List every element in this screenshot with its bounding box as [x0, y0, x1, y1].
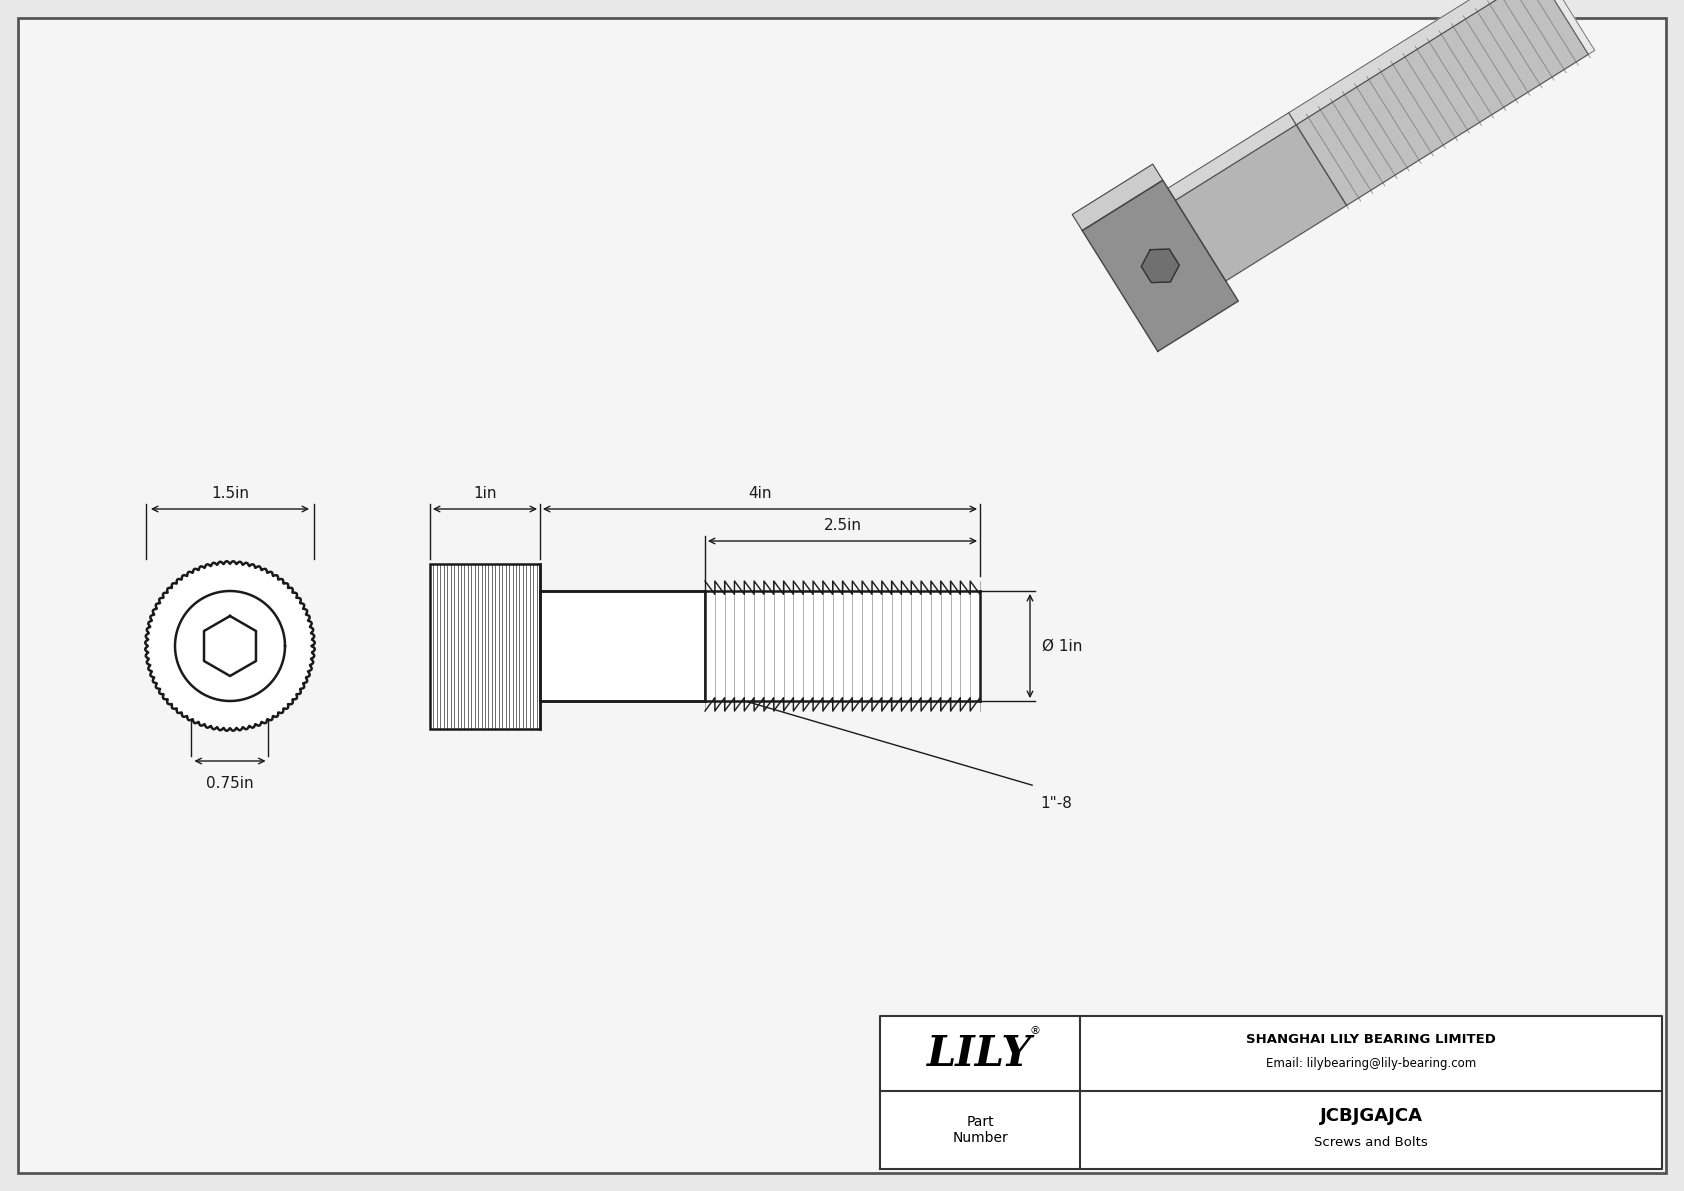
Bar: [706, 591, 980, 701]
Polygon shape: [1288, 0, 1537, 125]
Text: Email: lilybearing@lily-bearing.com: Email: lilybearing@lily-bearing.com: [1266, 1056, 1477, 1070]
Text: 1in: 1in: [473, 486, 497, 501]
Text: JCBJGAJCA: JCBJGAJCA: [1320, 1106, 1423, 1125]
Polygon shape: [145, 561, 315, 731]
Text: 4in: 4in: [748, 486, 771, 501]
Text: 0.75in: 0.75in: [205, 777, 254, 791]
Bar: [541, 591, 706, 701]
Polygon shape: [1083, 180, 1238, 351]
Text: 1"-8: 1"-8: [1041, 796, 1073, 811]
Text: LILY: LILY: [928, 1033, 1032, 1074]
Text: 1.5in: 1.5in: [210, 486, 249, 501]
Polygon shape: [1167, 113, 1297, 200]
Text: ®: ®: [1029, 1027, 1041, 1036]
Polygon shape: [1537, 0, 1595, 55]
Polygon shape: [204, 616, 256, 676]
Text: 2.5in: 2.5in: [823, 518, 862, 534]
Bar: [881, 1016, 1662, 1170]
Text: Part
Number: Part Number: [951, 1115, 1009, 1145]
Polygon shape: [1297, 0, 1588, 205]
Text: SHANGHAI LILY BEARING LIMITED: SHANGHAI LILY BEARING LIMITED: [1246, 1033, 1495, 1046]
Polygon shape: [1073, 164, 1164, 231]
Text: Screws and Bolts: Screws and Bolts: [1314, 1135, 1428, 1148]
Polygon shape: [1142, 249, 1179, 282]
Text: Ø 1in: Ø 1in: [1042, 638, 1083, 654]
Polygon shape: [1175, 125, 1347, 281]
Bar: [429, 563, 541, 729]
